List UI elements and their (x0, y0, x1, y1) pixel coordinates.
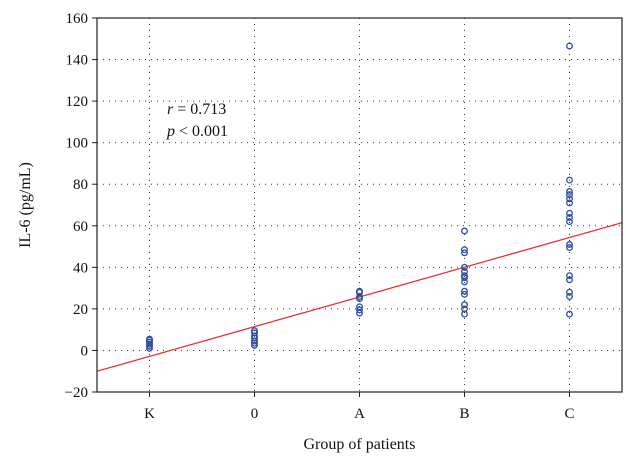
data-point (566, 209, 573, 217)
regression-line (96, 222, 623, 372)
y-tick-label: 20 (73, 302, 88, 318)
data-point (461, 246, 468, 254)
y-tick-label: 160 (66, 11, 89, 27)
y-tick-label: 100 (66, 136, 89, 152)
data-point (461, 272, 468, 280)
data-point (356, 303, 363, 311)
annotation-r: r = 0.713 (167, 101, 226, 118)
data-point (146, 338, 153, 346)
data-point (251, 327, 258, 335)
y-tick-label: 60 (73, 219, 88, 235)
data-point (146, 335, 153, 343)
y-tick-label: 40 (73, 260, 88, 276)
y-tick-label: −20 (65, 385, 88, 401)
y-axis-title: IL-6 (pg/mL) (17, 162, 34, 248)
data-point (566, 191, 573, 199)
data-point (356, 306, 363, 314)
data-point (566, 176, 573, 184)
data-point (566, 276, 573, 284)
data-points (146, 42, 573, 352)
regression-line-layer (96, 222, 623, 372)
x-axis: K 0 A B C (144, 392, 575, 422)
data-point (461, 249, 468, 257)
data-point (566, 310, 573, 318)
data-point (461, 305, 468, 313)
x-tick-label: 0 (251, 406, 259, 422)
data-point (356, 287, 363, 295)
data-point (461, 227, 468, 235)
y-tick-label: 80 (73, 177, 88, 193)
data-point (566, 272, 573, 280)
data-point (566, 195, 573, 203)
annotation-p-var: p (166, 123, 175, 140)
data-point (566, 241, 573, 248)
annotation-p-value: < 0.001 (175, 123, 228, 140)
y-tick-label: 140 (66, 53, 89, 69)
data-point (566, 214, 573, 221)
x-tick-label: C (564, 406, 574, 422)
y-axis: −20 0 20 40 60 80 100 120 140 160 (65, 11, 97, 401)
y-tick-label: 120 (66, 94, 89, 110)
x-axis-title: Group of patients (304, 436, 416, 453)
data-point (566, 292, 573, 300)
x-tick-label: B (459, 406, 469, 422)
data-point (461, 287, 468, 295)
data-point (566, 42, 573, 50)
data-point (461, 290, 468, 298)
grid-lines (97, 18, 622, 392)
data-point (566, 218, 573, 226)
annotation-r-var: r (167, 101, 174, 118)
data-point (461, 268, 468, 275)
data-point (566, 288, 573, 296)
y-tick-label: 0 (81, 343, 89, 359)
data-point (251, 341, 258, 349)
data-point (566, 244, 573, 252)
annotation-r-value: = 0.713 (173, 101, 226, 118)
data-point (251, 329, 258, 337)
data-point (566, 188, 573, 195)
data-point (566, 199, 573, 207)
data-point (461, 301, 468, 309)
annotation-p: p < 0.001 (166, 123, 228, 140)
x-tick-label: A (354, 406, 365, 422)
data-point (461, 263, 468, 271)
x-tick-label: K (144, 406, 155, 422)
